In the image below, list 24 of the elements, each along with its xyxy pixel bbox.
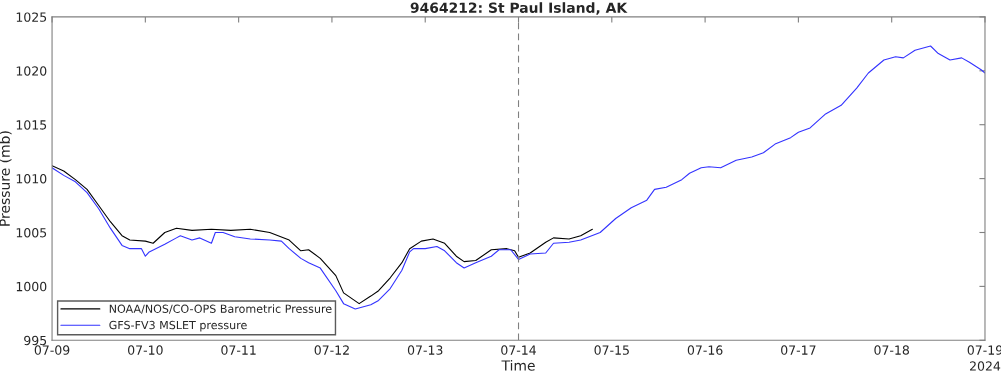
x-tick-label: 07-17 — [781, 345, 816, 355]
x-tick-label: 07-09 — [34, 345, 70, 355]
x-tick-label: 07-16 — [687, 345, 723, 355]
y-tick-label: 1015 — [16, 120, 47, 130]
x-tick-label: 07-11 — [221, 345, 256, 355]
y-tick-label: 1025 — [16, 12, 47, 22]
y-axis-title: Pressure (mb) — [0, 131, 12, 226]
x-tick-label: 07-18 — [874, 345, 909, 355]
y-tick-label: 1020 — [16, 66, 47, 76]
y-tick-label: 1000 — [16, 281, 47, 292]
chart-title: 9464212: St Paul Island, AK — [410, 2, 628, 15]
x-tick-label: 07-14 — [501, 345, 536, 355]
y-tick-label: 1010 — [16, 174, 47, 184]
x-tick-label: 07-13 — [407, 345, 443, 355]
y-tick-label: 995 — [24, 335, 47, 346]
line-series — [52, 165, 593, 305]
y-tick-label: 1005 — [16, 227, 47, 238]
x-tick-label: 07-12 — [314, 345, 349, 355]
x-tick-label: 07-10 — [128, 345, 163, 355]
legend-label: NOAA/NOS/CO-OPS Barometric Pressure — [109, 304, 332, 314]
text: 2024 — [969, 361, 1001, 371]
x-tick-label: 07-15 — [594, 345, 629, 355]
x-axis-title: Time — [501, 360, 535, 371]
legend-label: GFS-FV3 MSLET pressure — [109, 320, 247, 332]
